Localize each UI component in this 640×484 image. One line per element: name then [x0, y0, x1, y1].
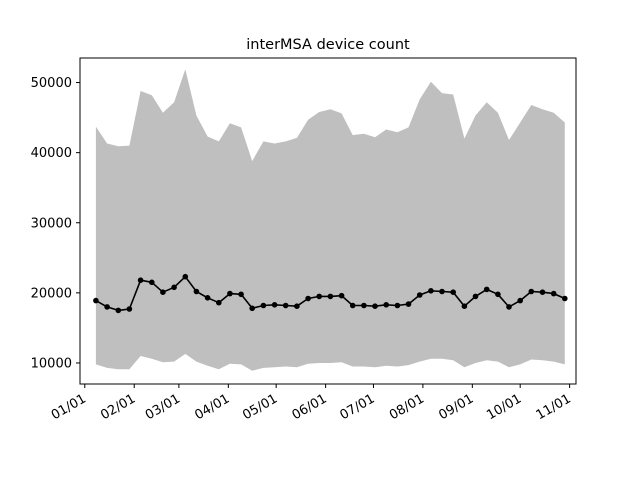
data-point	[204, 295, 211, 301]
data-point	[439, 288, 445, 295]
data-point	[361, 302, 367, 309]
data-point	[249, 305, 255, 312]
data-point	[93, 297, 99, 304]
data-point	[160, 289, 166, 296]
data-point	[171, 284, 177, 291]
data-point	[227, 290, 233, 297]
data-point	[149, 279, 155, 286]
data-point	[349, 302, 356, 309]
data-point	[450, 289, 457, 296]
data-point	[115, 307, 122, 314]
data-point	[528, 288, 535, 295]
data-point	[372, 303, 378, 310]
data-point	[483, 286, 490, 293]
y-tick-label: 10000	[31, 356, 72, 371]
chart-title: interMSA device count	[246, 37, 410, 53]
data-point	[260, 302, 267, 309]
data-point	[472, 293, 479, 300]
data-point	[383, 302, 390, 308]
data-point	[416, 292, 423, 298]
data-point	[338, 292, 345, 299]
y-tick-label: 30000	[31, 216, 72, 231]
data-point	[394, 302, 401, 309]
data-point	[539, 289, 546, 296]
data-point	[327, 293, 334, 300]
data-point	[495, 291, 501, 298]
data-point	[550, 290, 557, 297]
data-point	[271, 302, 278, 308]
data-point	[193, 288, 200, 295]
data-point	[104, 304, 110, 310]
range-band	[95, 69, 565, 371]
data-point	[216, 299, 222, 306]
data-point	[294, 303, 300, 310]
plot-area	[93, 69, 568, 371]
data-point	[238, 291, 244, 298]
data-point	[182, 273, 189, 280]
axes-frame	[79, 57, 577, 385]
y-tick-label: 20000	[31, 286, 72, 301]
data-point	[126, 306, 133, 312]
data-point	[562, 295, 568, 302]
data-point	[282, 302, 289, 309]
data-point	[517, 297, 523, 304]
data-point	[428, 288, 434, 294]
data-point	[506, 304, 512, 310]
data-point	[137, 277, 144, 284]
y-tick-label: 50000	[31, 76, 72, 91]
data-point	[405, 301, 412, 307]
data-point	[305, 295, 311, 302]
data-point	[461, 303, 468, 310]
data-point	[316, 293, 323, 300]
y-tick-label: 40000	[31, 146, 72, 161]
